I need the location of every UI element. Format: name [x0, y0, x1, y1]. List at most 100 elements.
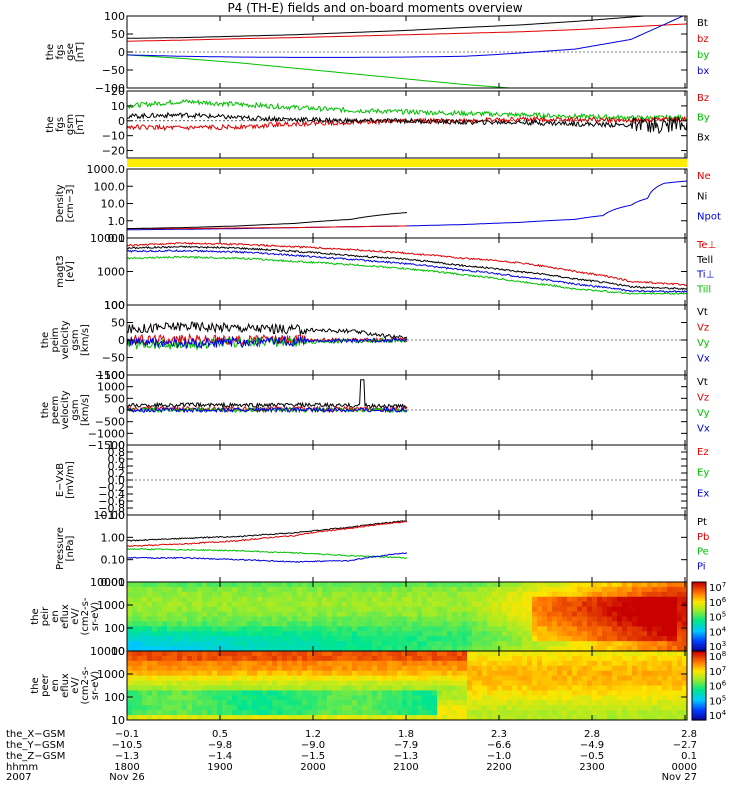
- heatmap-cell: [202, 660, 208, 667]
- heatmap-cell: [272, 665, 278, 672]
- heatmap-cell: [607, 626, 613, 632]
- heatmap-cell: [467, 631, 473, 637]
- heatmap-cell: [132, 700, 138, 706]
- heatmap-cell: [507, 591, 513, 598]
- heatmap-cell: [392, 616, 398, 623]
- heatmap-cell: [147, 611, 153, 618]
- legend-Npot: Npot: [697, 212, 721, 223]
- heatmap-cell: [647, 616, 653, 623]
- colorbar-step: [692, 609, 706, 612]
- heatmap-cell: [302, 606, 308, 613]
- heatmap-cell: [677, 690, 683, 696]
- heatmap-cell: [162, 690, 168, 696]
- heatmap-cell: [512, 631, 518, 637]
- heatmap-cell: [557, 601, 563, 608]
- heatmap-cell: [582, 651, 588, 657]
- heatmap-cell: [622, 626, 628, 632]
- heatmap-cell: [532, 680, 538, 687]
- heatmap-cell: [272, 680, 278, 687]
- y-axis-label: eflux: [60, 673, 71, 698]
- heatmap-cell: [672, 582, 678, 588]
- heatmap-cell: [277, 591, 283, 598]
- heatmap-cell: [312, 641, 318, 647]
- heatmap-cell: [142, 591, 148, 598]
- heatmap-cell: [307, 710, 313, 716]
- heatmap-cell: [202, 705, 208, 711]
- heatmap-cell: [292, 685, 298, 692]
- heatmap-cell: [607, 596, 613, 603]
- heatmap-cell: [522, 675, 528, 682]
- heatmap-cell: [357, 690, 363, 696]
- heatmap-cell: [262, 586, 268, 593]
- heatmap-cell: [627, 715, 633, 720]
- series-Ne: [127, 225, 408, 230]
- heatmap-cell: [597, 675, 603, 682]
- heatmap-cell: [247, 680, 253, 687]
- heatmap-cell: [247, 690, 253, 696]
- heatmap-cell: [277, 646, 283, 651]
- heatmap-cell: [412, 621, 418, 627]
- heatmap-cell: [377, 655, 383, 662]
- heatmap-cell: [222, 655, 228, 662]
- heatmap-cell: [207, 665, 213, 672]
- heatmap-cell: [287, 611, 293, 618]
- heatmap-cell: [142, 646, 148, 651]
- heatmap-cell: [272, 591, 278, 598]
- heatmap-cell: [227, 700, 233, 706]
- heatmap-cell: [527, 636, 533, 642]
- heatmap-cell: [307, 651, 313, 657]
- heatmap-cell: [222, 631, 228, 637]
- heatmap-cell: [147, 695, 153, 701]
- heatmap-cell: [537, 651, 543, 657]
- series-Pe: [127, 548, 408, 559]
- heatmap-cell: [242, 621, 248, 627]
- heatmap-cell: [337, 705, 343, 711]
- heatmap-cell: [382, 715, 388, 720]
- heatmap-cell: [547, 695, 553, 701]
- heatmap-cell: [587, 596, 593, 603]
- heatmap-cell: [317, 636, 323, 642]
- heatmap-cell: [632, 675, 638, 682]
- colorbar-step: [692, 590, 706, 593]
- heatmap-cell: [522, 705, 528, 711]
- heatmap-cell: [387, 670, 393, 677]
- heatmap-cell: [472, 646, 478, 651]
- heatmap-cell: [192, 705, 198, 711]
- heatmap-cell: [207, 611, 213, 618]
- heatmap-cell: [412, 690, 418, 696]
- heatmap-cell: [572, 695, 578, 701]
- heatmap-cell: [637, 586, 643, 593]
- heatmap-cell: [402, 660, 408, 667]
- heatmap-cell: [297, 715, 303, 720]
- heatmap-cell: [642, 675, 648, 682]
- heatmap-cell: [187, 705, 193, 711]
- heatmap-cell: [292, 700, 298, 706]
- heatmap-cell: [262, 641, 268, 647]
- colorbar-step: [692, 630, 706, 633]
- heatmap-cell: [462, 631, 468, 637]
- heatmap-cell: [127, 705, 133, 711]
- heatmap-cell: [412, 670, 418, 677]
- heatmap-cell: [642, 601, 648, 608]
- heatmap-cell: [592, 700, 598, 706]
- heatmap-cell: [332, 710, 338, 716]
- heatmap-cell: [412, 636, 418, 642]
- heatmap-cell: [502, 596, 508, 603]
- heatmap-cell: [207, 636, 213, 642]
- heatmap-cell: [327, 586, 333, 593]
- heatmap-cell: [212, 626, 218, 632]
- heatmap-cell: [162, 591, 168, 598]
- heatmap-cell: [682, 606, 687, 613]
- heatmap-cell: [282, 611, 288, 618]
- heatmap-cell: [177, 616, 183, 623]
- heatmap-cell: [167, 705, 173, 711]
- heatmap-cell: [552, 601, 558, 608]
- heatmap-cell: [592, 655, 598, 662]
- heatmap-cell: [317, 621, 323, 627]
- heatmap-cell: [157, 685, 163, 692]
- heatmap-cell: [277, 626, 283, 632]
- heatmap-cell: [657, 700, 663, 706]
- series-by: [127, 54, 516, 88]
- heatmap-cell: [132, 621, 138, 627]
- heatmap-cell: [492, 685, 498, 692]
